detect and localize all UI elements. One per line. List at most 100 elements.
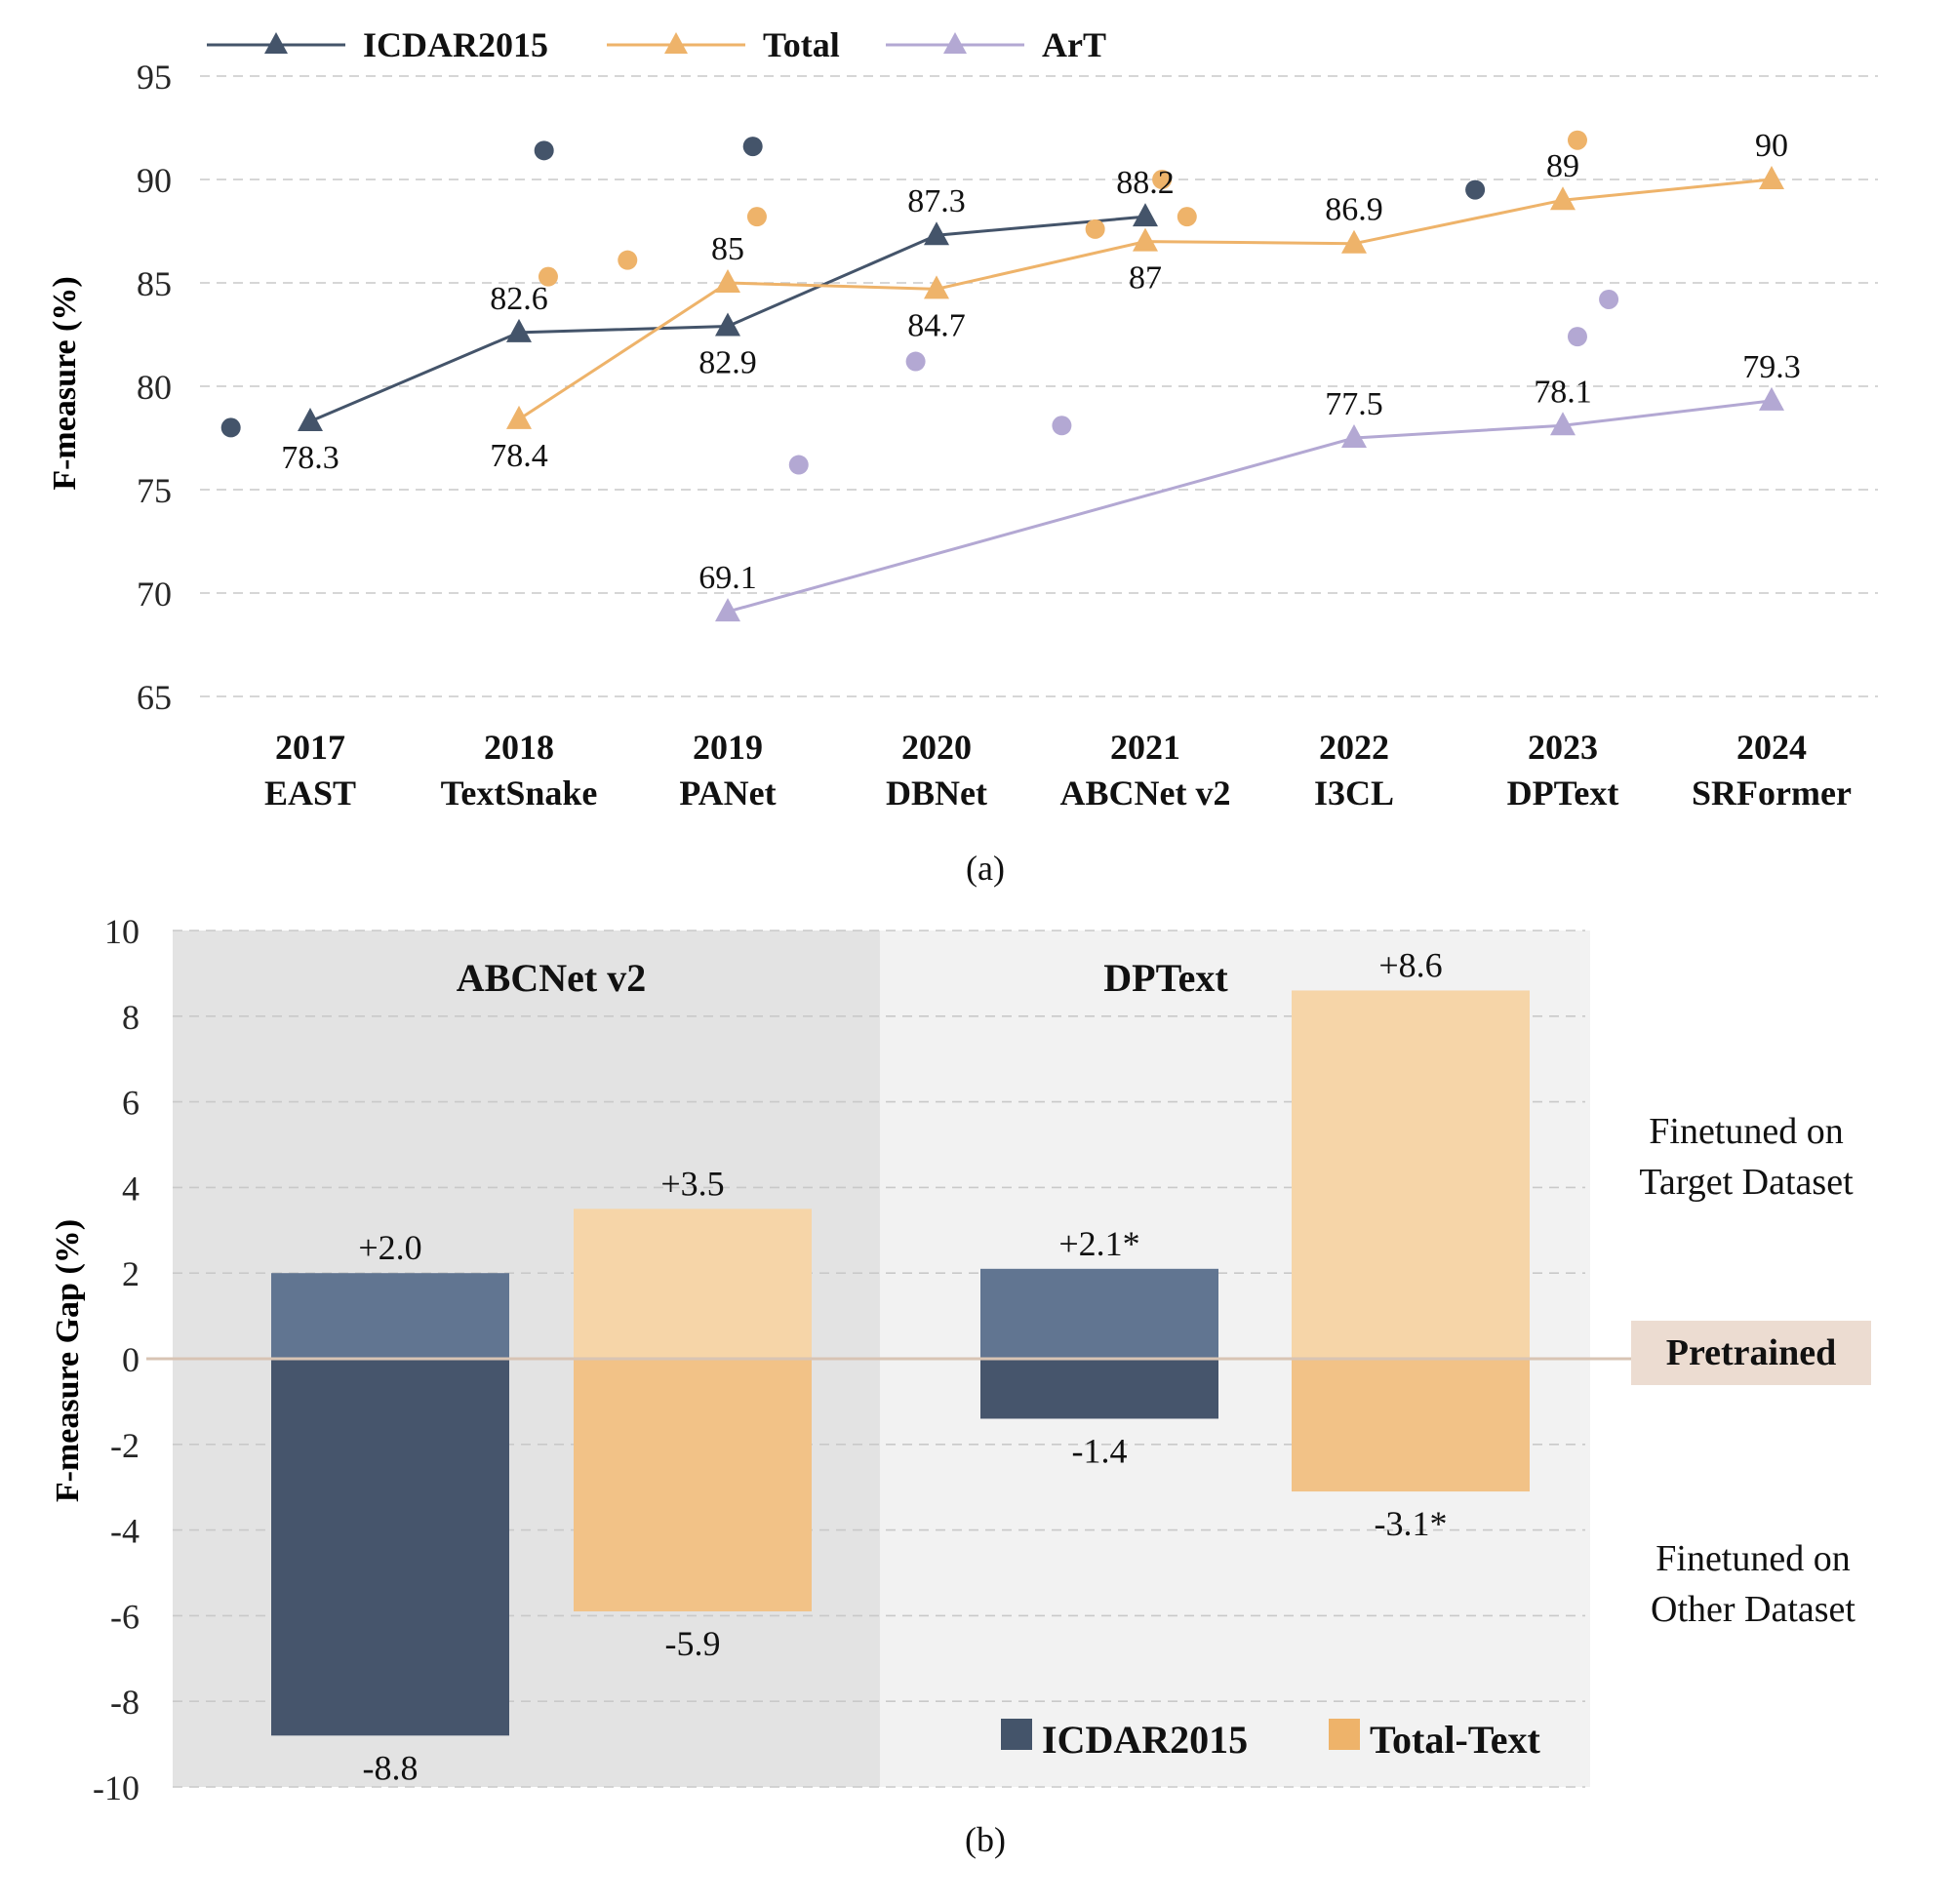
scatter-point-art	[1567, 327, 1587, 347]
legend-label-icdar2015-b: ICDAR2015	[1042, 1718, 1248, 1762]
bar-label-positive-abcnet-v2-icdar2015: +2.0	[358, 1228, 421, 1267]
marker-icdar2015-triangle-icon	[506, 318, 532, 342]
scatter-point-total	[1567, 130, 1587, 150]
data-label-art: 69.1	[698, 560, 757, 596]
scatter-point-total	[618, 250, 638, 270]
legend-triangle-total-icon	[664, 32, 688, 54]
bar-positive-abcnet-v2-total-text	[574, 1209, 812, 1359]
marker-icdar2015-triangle-icon	[924, 221, 949, 246]
marker-art-triangle-icon	[1759, 386, 1784, 411]
bar-positive-abcnet-v2-icdar2015	[271, 1273, 509, 1359]
y-tick-label: 90	[137, 161, 172, 200]
panel-b-bar-labels: +2.0 -8.8 +3.5 -5.9 +2.1* -1.4 +8.6 -3.1*	[358, 945, 1447, 1787]
x-tick-year-2017: 2017	[275, 728, 345, 767]
pretrained-badge-box	[1631, 1321, 1871, 1385]
y-tick-label: 6	[122, 1084, 140, 1123]
scatter-point-total	[538, 266, 558, 287]
y-tick-label: 80	[137, 368, 172, 407]
data-label-total: 84.7	[907, 307, 966, 343]
panel-a-series-markers	[298, 166, 1784, 622]
marker-total-triangle-icon	[1550, 186, 1576, 211]
panel-b-group-title-dptext: DPText	[1103, 956, 1228, 1000]
legend-swatch-icdar2015-icon	[1001, 1719, 1032, 1750]
data-label-art: 78.1	[1534, 374, 1592, 410]
marker-total-triangle-icon	[1341, 229, 1367, 254]
panel-b-bars	[271, 990, 1530, 1736]
y-tick-label: 10	[104, 912, 140, 951]
region-label-other-line1: Finetuned on	[1656, 1538, 1850, 1579]
x-tick-method-srformer: SRFormer	[1692, 774, 1852, 813]
panel-a-data-labels: 78.3 82.6 82.9 87.3 88.2 78.4 85 84.7 87 86.9 89 90…	[281, 128, 1801, 596]
scatter-point-icdar2015	[534, 140, 554, 161]
y-tick-label: 0	[122, 1340, 140, 1379]
panel-a-gridlines	[200, 75, 1878, 697]
bar-label-negative-dptext-icdar2015: -1.4	[1072, 1431, 1128, 1470]
scatter-point-icdar2015	[220, 417, 241, 438]
bar-negative-dptext-total-text	[1292, 1359, 1530, 1492]
y-tick-label: 75	[137, 471, 172, 510]
scatter-point-icdar2015	[742, 137, 763, 157]
data-label-icdar2015: 78.3	[281, 440, 339, 476]
scatter-point-art	[905, 351, 926, 372]
x-tick-method-panet: PANet	[679, 774, 776, 813]
x-tick-method-dptext: DPText	[1507, 774, 1619, 813]
y-tick-label: -4	[110, 1512, 140, 1551]
scatter-point-art	[1599, 289, 1619, 309]
y-tick-label: 65	[137, 678, 172, 717]
x-tick-year-2018: 2018	[484, 728, 554, 767]
scatter-point-total	[1152, 170, 1173, 189]
scatter-point-total	[746, 207, 767, 227]
region-label-target: Finetuned on Target Dataset	[1639, 1111, 1854, 1203]
x-tick-method-dbnet: DBNet	[886, 774, 987, 813]
data-label-icdar2015: 87.3	[907, 183, 966, 219]
x-tick-method-textsnake: TextSnake	[441, 774, 598, 813]
bar-label-negative-dptext-total-text: -3.1*	[1375, 1504, 1448, 1543]
y-tick-label: 8	[122, 998, 140, 1037]
x-tick-method-east: EAST	[264, 774, 356, 813]
pretrained-badge-label: Pretrained	[1666, 1332, 1836, 1373]
panel-a-x-ticks: 2017 EAST 2018 TextSnake 2019 PANet 2020 DBNet 2…	[264, 728, 1852, 813]
panel-a-caption: (a)	[966, 849, 1005, 888]
legend-swatch-total-text-icon	[1329, 1719, 1360, 1750]
marker-art-triangle-icon	[1550, 412, 1576, 436]
panel-b-bar-chart: -10 -8 -6 -4 -2 0 2 4 6 8 10 F-measure Gap (%) +2.…	[50, 912, 1871, 1859]
scatter-point-art	[788, 455, 809, 475]
y-tick-label: -10	[93, 1768, 140, 1807]
panel-b-y-axis-label: F-measure Gap (%)	[50, 1219, 86, 1502]
region-label-other: Finetuned on Other Dataset	[1651, 1538, 1855, 1630]
y-tick-label: -6	[110, 1597, 140, 1636]
bar-label-negative-abcnet-v2-icdar2015: -8.8	[363, 1748, 419, 1787]
marker-art-triangle-icon	[715, 598, 740, 622]
legend-item-total: Total	[607, 25, 840, 64]
bar-negative-abcnet-v2-total-text	[574, 1359, 812, 1612]
data-label-icdar2015: 88.2	[1116, 165, 1175, 201]
scatter-point-icdar2015	[1465, 179, 1486, 200]
bar-label-negative-abcnet-v2-total-text: -5.9	[665, 1624, 721, 1663]
y-tick-label: 2	[122, 1254, 140, 1293]
x-tick-method-abcnet-v2: ABCNet v2	[1060, 774, 1231, 813]
x-tick-year-2019: 2019	[693, 728, 763, 767]
bar-positive-dptext-total-text	[1292, 990, 1530, 1359]
x-tick-year-2024: 2024	[1736, 728, 1807, 767]
marker-total-triangle-icon	[1133, 227, 1158, 252]
data-label-icdar2015: 82.9	[698, 345, 757, 381]
data-label-art: 77.5	[1325, 386, 1383, 422]
bar-label-positive-abcnet-v2-total-text: +3.5	[660, 1164, 724, 1203]
panel-b-caption: (b)	[965, 1820, 1006, 1859]
legend-label-art: ArT	[1042, 25, 1106, 64]
data-label-total: 78.4	[490, 438, 548, 474]
y-tick-label: 70	[137, 575, 172, 614]
marker-icdar2015-triangle-icon	[715, 312, 740, 337]
scatter-point-total	[1177, 207, 1197, 227]
legend-label-icdar2015: ICDAR2015	[363, 25, 548, 64]
bar-negative-dptext-icdar2015	[980, 1359, 1218, 1419]
panel-a-legend: ICDAR2015 Total ArT	[207, 25, 1106, 64]
region-label-target-line2: Target Dataset	[1639, 1162, 1854, 1203]
bar-label-positive-dptext-total-text: +8.6	[1378, 945, 1442, 984]
marker-art-triangle-icon	[1341, 424, 1367, 448]
panel-b-group-title-abcnet: ABCNet v2	[457, 956, 646, 1000]
data-label-art: 79.3	[1742, 349, 1801, 385]
marker-total-triangle-icon	[715, 269, 740, 293]
x-tick-year-2021: 2021	[1110, 728, 1180, 767]
